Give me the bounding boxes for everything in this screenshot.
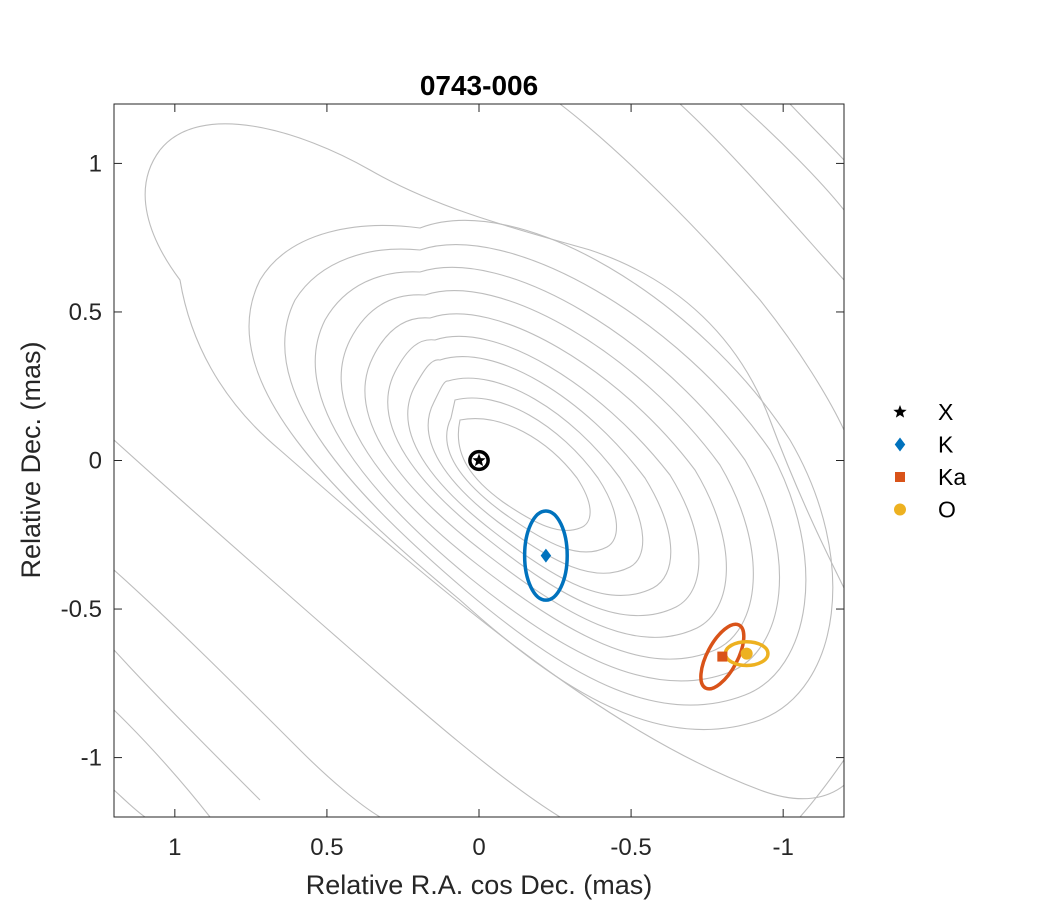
chart-title: 0743-006 — [420, 70, 538, 101]
error-ellipse-k — [522, 509, 569, 602]
legend-label: Ka — [938, 464, 966, 490]
contour-line — [159, 123, 844, 590]
contour-line — [789, 104, 844, 161]
legend-marker-x — [893, 405, 907, 418]
marker-x — [472, 453, 486, 467]
error-ellipse-x — [468, 449, 490, 472]
legend: XK Ka O — [893, 399, 966, 523]
contour-line — [114, 789, 146, 817]
x-tick-label: -1 — [772, 834, 793, 861]
y-tick-label: 0.5 — [69, 299, 102, 326]
legend-label: O — [938, 497, 956, 523]
contour-line — [739, 104, 844, 211]
marker-ka — [717, 651, 728, 662]
contour-line — [284, 244, 807, 706]
contour-line — [114, 439, 561, 817]
x-tick-label: -0.5 — [610, 834, 651, 861]
x-axis-title: Relative R.A. cos Dec. (mas) — [306, 870, 653, 900]
x-tick-label: 1 — [168, 834, 181, 861]
marker-o — [740, 647, 753, 660]
contour-line — [457, 418, 591, 532]
contour-line — [679, 104, 844, 281]
contour-line — [364, 313, 727, 638]
contour-line — [248, 219, 834, 731]
y-tick-label: 0 — [89, 448, 102, 475]
contour-line — [114, 649, 261, 801]
y-axis-title: Relative Dec. (mas) — [16, 341, 46, 578]
contour-line — [559, 104, 844, 431]
contour-line — [114, 569, 381, 817]
x-tick-label: 0 — [472, 834, 485, 861]
contour-line — [340, 290, 754, 660]
x-axis: 1 0.5 0 -0.5 -1 — [168, 104, 794, 861]
contour-line — [114, 709, 211, 817]
y-tick-label: 1 — [89, 150, 102, 177]
y-tick-label: -1 — [81, 745, 102, 772]
contour-map — [114, 104, 844, 817]
legend-marker-k — [894, 437, 906, 452]
y-axis: 1 0.5 0 -0.5 -1 — [61, 150, 844, 772]
x-tick-label: 0.5 — [310, 834, 343, 861]
contour-line — [387, 335, 700, 617]
legend-marker-o — [894, 503, 906, 516]
contour-line — [144, 149, 844, 800]
contour-line — [427, 377, 644, 574]
legend-label: K — [938, 432, 954, 458]
contour-line — [407, 356, 672, 597]
error-ellipses — [468, 449, 770, 691]
data-markers — [472, 453, 753, 662]
contour-line — [446, 397, 617, 553]
contour-line — [314, 266, 780, 682]
plot-area — [113, 103, 845, 818]
marker-k — [540, 548, 552, 563]
legend-label: X — [938, 399, 953, 425]
legend-marker-ka — [895, 472, 905, 482]
contour-line — [799, 759, 844, 817]
y-tick-label: -0.5 — [61, 596, 102, 623]
